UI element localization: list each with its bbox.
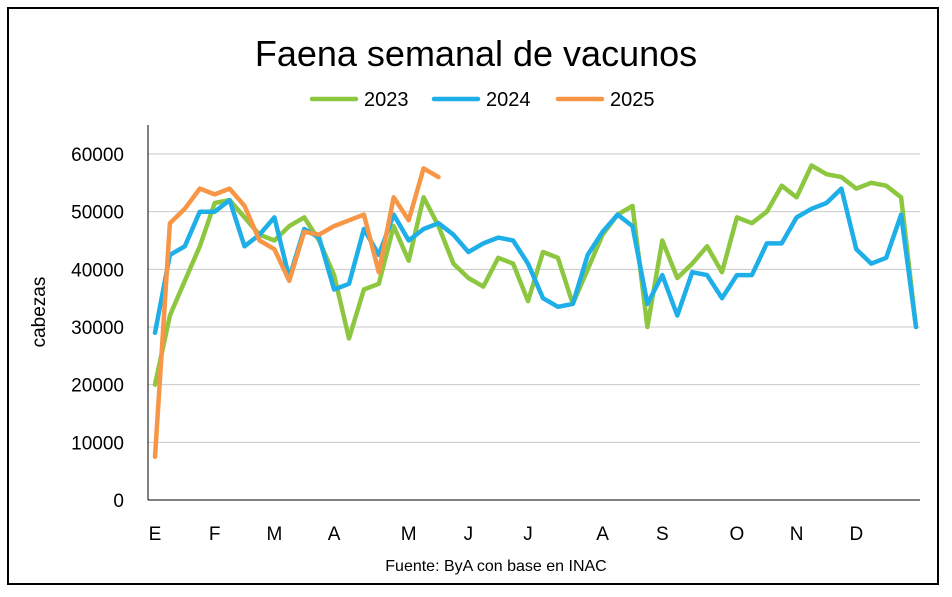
legend-label: 2024: [486, 89, 531, 111]
y-axis-label: cabezas: [29, 277, 50, 348]
gridlines: [148, 153, 920, 443]
x-tick-label: S: [656, 524, 669, 545]
y-tick-label: 20000: [71, 376, 124, 397]
x-tick-label: N: [790, 524, 804, 545]
x-tick-label: D: [849, 524, 863, 545]
axes: [147, 125, 920, 501]
y-tick-label: 30000: [71, 318, 124, 339]
legend-label: 2023: [364, 89, 409, 111]
y-tick-label: 50000: [71, 203, 124, 224]
series-line-2024: [152, 186, 919, 336]
y-tick-label: 40000: [71, 260, 124, 281]
x-tick-label: F: [209, 524, 221, 545]
x-tick-label: A: [596, 524, 609, 545]
x-tick-label: M: [401, 524, 417, 545]
legend: 2023 2024 2025: [309, 89, 655, 111]
y-tick-label: 60000: [71, 145, 124, 166]
x-tick-label: A: [328, 524, 341, 545]
x-tick-label: J: [464, 524, 474, 545]
y-tick-label: 10000: [71, 433, 124, 454]
x-tick-label: E: [149, 524, 162, 545]
x-tick-label: J: [523, 524, 533, 545]
series-lines: [152, 163, 919, 460]
series-line-2023: [152, 163, 919, 387]
series-line-2025: [152, 166, 441, 460]
y-tick-label: 0: [113, 491, 124, 512]
x-tick-label: M: [266, 524, 282, 545]
source-note: Fuente: ByA con base en INAC: [385, 558, 606, 575]
chart-title: Faena semanal de vacunos: [255, 33, 697, 74]
legend-label: 2025: [610, 89, 655, 111]
y-tick-labels: 0 10000 20000 30000 40000 50000 60000: [71, 145, 124, 512]
x-tick-label: O: [730, 524, 745, 545]
